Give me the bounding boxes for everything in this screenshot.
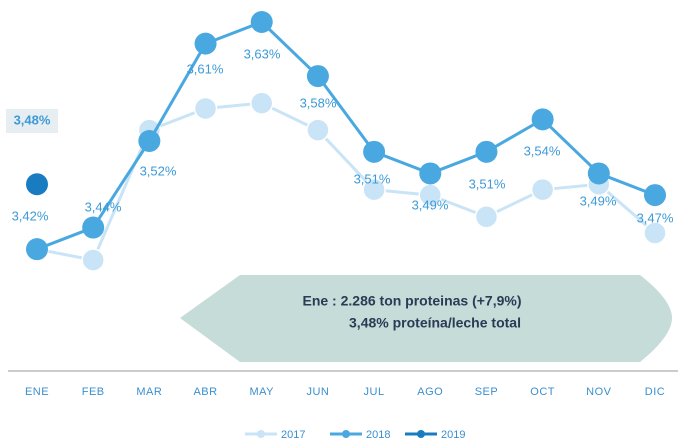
value-label: 3,48% [14,112,51,127]
legend-label: 2017 [281,429,305,441]
series-line [36,20,656,251]
callout-arrow [180,275,672,362]
point [26,238,48,261]
value-label: 3,52% [140,163,177,178]
point [530,177,555,202]
legend-label: 2018 [366,429,390,441]
legend-swatch-dot [342,430,350,438]
x-tick-label: NOV [586,386,612,398]
x-tick-label: ABR [193,386,217,398]
value-label: 3,49% [412,197,449,212]
x-tick-label: JUL [364,386,385,398]
value-label: 3,58% [300,95,337,110]
point [531,108,554,131]
callout-line-1: Ene : 2.286 ton proteinas (+7,9%) [302,293,521,309]
point [475,140,498,163]
x-tick-label: MAR [136,386,162,398]
value-label: 3,61% [187,61,224,76]
x-tick-label: DIC [645,386,665,398]
legend-swatch-dot [417,430,425,438]
x-tick-label: ENE [25,386,49,398]
point [138,130,161,152]
x-tick-label: MAY [249,386,274,398]
point [194,32,217,55]
point [306,118,330,142]
series-line [36,101,656,262]
point [419,162,442,185]
x-tick-label: JUN [306,386,329,398]
x-tick-label: OCT [530,386,555,398]
value-label: 3,54% [524,143,561,158]
x-tick-label: SEP [475,386,499,398]
x-tick-label: AGO [417,386,443,398]
point [82,216,105,239]
point [362,177,386,202]
point [587,162,610,185]
label-box [6,109,58,133]
value-label: 3,49% [580,193,617,208]
value-label: 3,63% [244,46,281,61]
value-label: 3,51% [469,176,506,191]
point [26,173,48,196]
x-tick-label: FEB [82,386,105,398]
point [643,221,667,245]
point [363,140,386,163]
value-label: 3,44% [85,199,122,214]
callout-line-2: 3,48% proteína/leche total [349,315,521,331]
legend-swatch-dot [257,430,265,438]
point [306,65,329,88]
value-label: 3,47% [637,210,674,225]
value-label: 3,42% [12,208,49,223]
point [249,91,274,115]
point [193,96,218,121]
legend-label: 2019 [441,429,465,441]
value-label: 3,51% [354,171,391,186]
point [474,204,499,229]
point [250,11,273,33]
point [644,184,666,207]
point [81,248,105,272]
